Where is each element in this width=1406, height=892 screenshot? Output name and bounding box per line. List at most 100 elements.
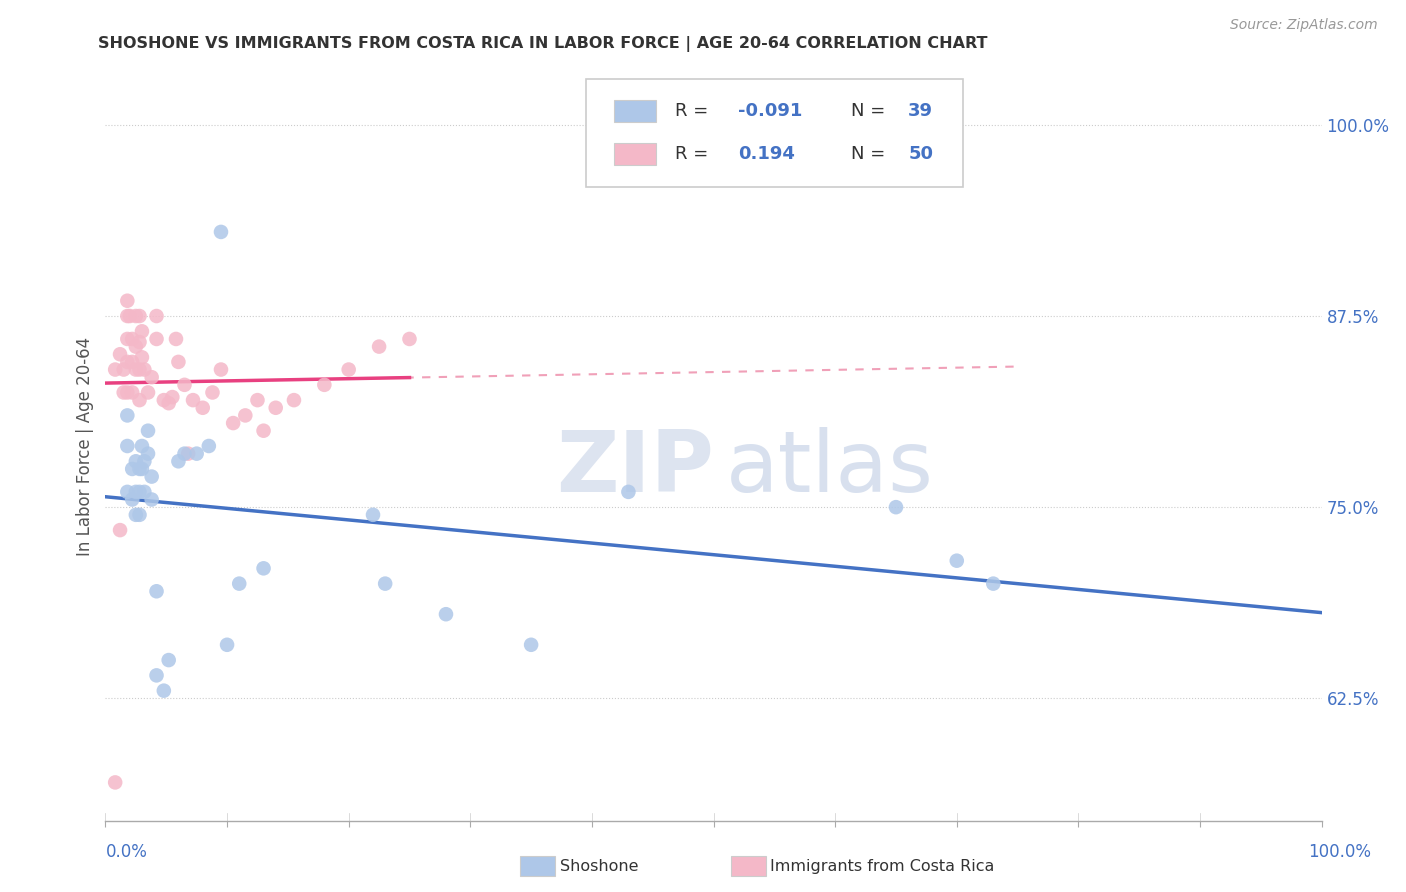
Point bbox=[145, 332, 167, 346]
Point bbox=[125, 454, 148, 468]
Text: SHOSHONE VS IMMIGRANTS FROM COSTA RICA IN LABOR FORCE | AGE 20-64 CORRELATION CH: SHOSHONE VS IMMIGRANTS FROM COSTA RICA I… bbox=[98, 36, 988, 52]
Point bbox=[252, 424, 274, 438]
Point bbox=[153, 393, 176, 408]
Y-axis label: In Labor Force | Age 20-64: In Labor Force | Age 20-64 bbox=[76, 336, 94, 556]
Point bbox=[121, 492, 143, 507]
Point bbox=[209, 225, 232, 239]
Point bbox=[198, 439, 221, 453]
Point bbox=[337, 362, 360, 376]
Point bbox=[398, 332, 420, 346]
Point bbox=[125, 484, 148, 499]
Point bbox=[314, 377, 336, 392]
Point bbox=[108, 523, 131, 537]
Point bbox=[136, 447, 159, 461]
Point bbox=[128, 393, 150, 408]
Point bbox=[233, 409, 256, 423]
Point bbox=[134, 454, 156, 468]
Point bbox=[117, 385, 139, 400]
Point bbox=[520, 638, 543, 652]
Point bbox=[173, 447, 195, 461]
Text: R =: R = bbox=[675, 145, 714, 162]
Point bbox=[228, 576, 250, 591]
Point bbox=[153, 683, 176, 698]
Text: 0.194: 0.194 bbox=[738, 145, 794, 162]
Point bbox=[117, 409, 139, 423]
Point bbox=[162, 390, 184, 404]
Text: -0.091: -0.091 bbox=[738, 102, 803, 120]
Point bbox=[191, 401, 214, 415]
Point bbox=[108, 347, 131, 361]
Point bbox=[118, 309, 141, 323]
Point bbox=[283, 393, 305, 408]
Point bbox=[141, 370, 163, 384]
Point bbox=[165, 332, 187, 346]
Text: N =: N = bbox=[851, 145, 891, 162]
Point bbox=[121, 332, 143, 346]
Text: N =: N = bbox=[851, 102, 891, 120]
Point bbox=[136, 385, 159, 400]
FancyBboxPatch shape bbox=[614, 100, 657, 122]
Point bbox=[128, 484, 150, 499]
Point bbox=[252, 561, 274, 575]
Point bbox=[217, 638, 239, 652]
Point bbox=[117, 355, 139, 369]
Point bbox=[117, 332, 139, 346]
Text: 100.0%: 100.0% bbox=[1308, 843, 1371, 861]
Point bbox=[128, 334, 150, 349]
Point bbox=[134, 362, 156, 376]
Point bbox=[131, 324, 153, 338]
Point bbox=[368, 340, 391, 354]
Point bbox=[128, 309, 150, 323]
Point bbox=[104, 775, 127, 789]
Point bbox=[177, 447, 200, 461]
Point bbox=[141, 469, 163, 483]
Point bbox=[125, 508, 148, 522]
Point bbox=[374, 576, 396, 591]
Point bbox=[117, 484, 139, 499]
Point bbox=[157, 396, 180, 410]
Point bbox=[121, 355, 143, 369]
Point bbox=[617, 484, 640, 499]
Point bbox=[131, 351, 153, 365]
Point bbox=[128, 508, 150, 522]
Point bbox=[117, 309, 139, 323]
Point bbox=[167, 355, 190, 369]
Point bbox=[145, 584, 167, 599]
Point bbox=[125, 340, 148, 354]
FancyBboxPatch shape bbox=[586, 78, 963, 187]
Point bbox=[125, 309, 148, 323]
Text: Immigrants from Costa Rica: Immigrants from Costa Rica bbox=[770, 859, 995, 873]
Point bbox=[112, 362, 135, 376]
Point bbox=[121, 385, 143, 400]
Point bbox=[117, 439, 139, 453]
Text: 50: 50 bbox=[908, 145, 934, 162]
Point bbox=[222, 416, 245, 430]
Point bbox=[145, 668, 167, 682]
Text: 39: 39 bbox=[908, 102, 934, 120]
Point bbox=[128, 362, 150, 376]
Point bbox=[201, 385, 224, 400]
Point bbox=[181, 393, 204, 408]
Point bbox=[128, 462, 150, 476]
Point bbox=[141, 492, 163, 507]
Point bbox=[145, 309, 167, 323]
Point bbox=[173, 377, 195, 392]
Text: R =: R = bbox=[675, 102, 714, 120]
Point bbox=[209, 362, 232, 376]
Point bbox=[945, 554, 967, 568]
Point bbox=[361, 508, 384, 522]
Text: Source: ZipAtlas.com: Source: ZipAtlas.com bbox=[1230, 18, 1378, 32]
Text: atlas: atlas bbox=[725, 427, 934, 510]
Point bbox=[112, 385, 135, 400]
Point bbox=[884, 500, 907, 515]
Point bbox=[246, 393, 269, 408]
Point bbox=[264, 401, 287, 415]
Text: 0.0%: 0.0% bbox=[105, 843, 148, 861]
FancyBboxPatch shape bbox=[614, 143, 657, 165]
Point bbox=[134, 484, 156, 499]
Point bbox=[104, 362, 127, 376]
Point bbox=[131, 439, 153, 453]
Point bbox=[121, 462, 143, 476]
Point bbox=[117, 293, 139, 308]
Point bbox=[157, 653, 180, 667]
